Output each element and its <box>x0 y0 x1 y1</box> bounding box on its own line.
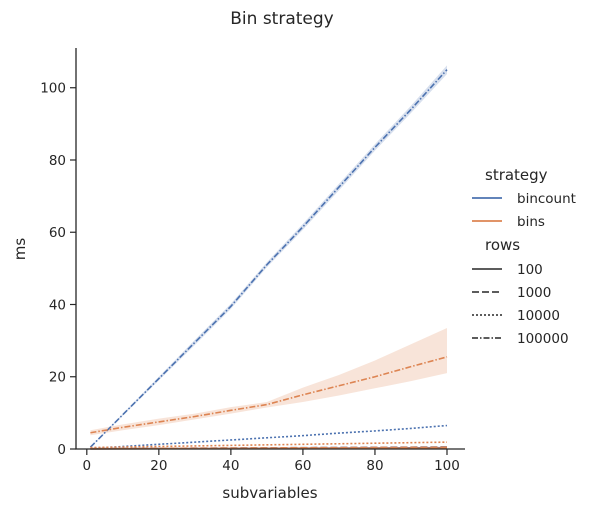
legend-label-rows-100: 100 <box>517 262 543 278</box>
ci-band-bincount-100000 <box>90 65 447 448</box>
legend: strategy bincount bins rows 100 1000 10000 1000… <box>472 166 576 347</box>
series-line-bins-10000 <box>90 441 448 449</box>
x-tick-label: 20 <box>150 458 167 474</box>
legend-label-bins: bins <box>517 214 545 230</box>
y-axis-ticks: 0 20 40 60 80 100 <box>40 81 76 458</box>
y-tick-label: 60 <box>49 225 66 241</box>
series-line-bins-100000 <box>90 356 448 434</box>
legend-title-strategy: strategy <box>485 166 548 184</box>
x-tick-label: 0 <box>83 458 92 474</box>
y-tick-label: 0 <box>57 442 66 458</box>
confidence-bands <box>90 65 447 448</box>
y-tick-label: 100 <box>40 81 66 97</box>
x-axis-ticks: 0 20 40 60 80 100 <box>83 449 460 474</box>
x-tick-label: 100 <box>434 458 460 474</box>
legend-label-rows-100000: 100000 <box>517 331 569 347</box>
ci-band-bins-100000 <box>90 327 447 436</box>
y-axis-label: ms <box>11 238 29 261</box>
y-tick-label: 20 <box>49 370 66 386</box>
x-tick-label: 40 <box>222 458 239 474</box>
y-tick-label: 40 <box>49 297 66 313</box>
legend-title-rows: rows <box>485 236 520 254</box>
legend-label-rows-10000: 10000 <box>517 308 560 324</box>
axis-spines <box>75 48 465 450</box>
legend-label-rows-1000: 1000 <box>517 285 551 301</box>
chart-title: Bin strategy <box>230 9 333 29</box>
y-tick-label: 80 <box>49 153 66 169</box>
series-line-bincount-10000 <box>90 424 448 450</box>
legend-label-bincount: bincount <box>517 191 576 207</box>
x-axis-label: subvariables <box>222 484 317 502</box>
x-tick-label: 60 <box>294 458 311 474</box>
series-line-bincount-100000 <box>89 69 448 448</box>
x-tick-label: 80 <box>366 458 383 474</box>
